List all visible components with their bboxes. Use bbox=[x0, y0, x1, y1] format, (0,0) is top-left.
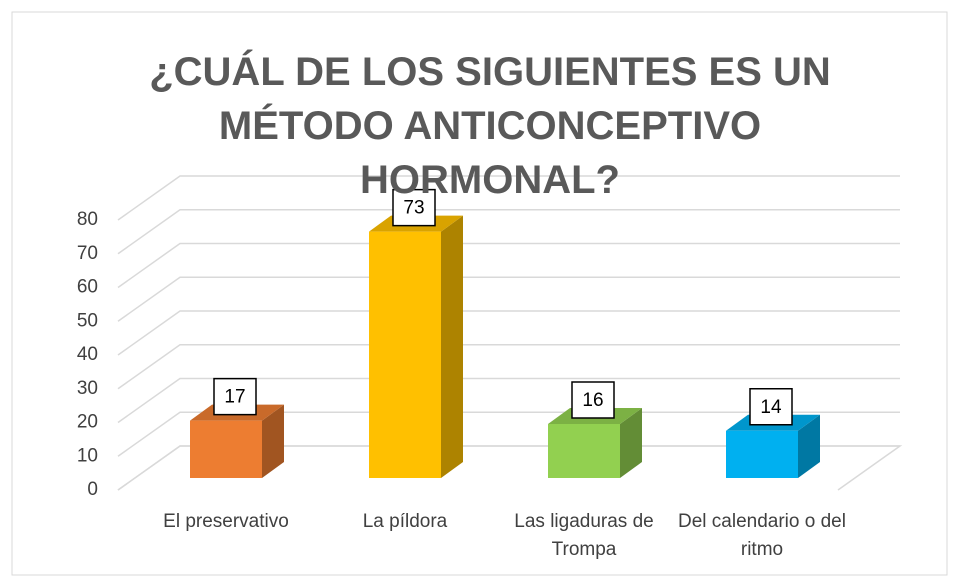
data-label: 17 bbox=[224, 387, 245, 408]
data-label: 16 bbox=[582, 390, 603, 411]
grid-line bbox=[117, 310, 900, 356]
chart-border bbox=[11, 11, 948, 576]
bar-side bbox=[262, 404, 284, 478]
bar-side bbox=[441, 215, 463, 478]
y-tick-label: 70 bbox=[77, 243, 98, 264]
y-tick-label: 80 bbox=[77, 209, 98, 230]
bar-side bbox=[620, 408, 642, 478]
bar bbox=[369, 231, 441, 478]
x-tick-label: La píldora bbox=[362, 511, 448, 532]
floor bbox=[117, 445, 903, 491]
data-label-box bbox=[213, 377, 257, 416]
y-tick-label: 0 bbox=[87, 479, 98, 500]
grid-line bbox=[117, 377, 900, 424]
grid-line bbox=[117, 175, 900, 221]
grid-line bbox=[117, 411, 900, 457]
y-tick-label: 40 bbox=[77, 344, 98, 365]
data-label: 73 bbox=[403, 198, 424, 219]
grid-line bbox=[117, 209, 900, 255]
bar bbox=[548, 424, 620, 478]
data-label-box bbox=[392, 188, 436, 227]
chart-title: ¿CUÁL DE LOS SIGUIENTES ES UN MÉTODO ANT… bbox=[149, 50, 831, 202]
y-tick-label: 60 bbox=[77, 277, 98, 298]
x-tick-label: El preservativo bbox=[163, 511, 289, 532]
y-tick-label: 30 bbox=[77, 378, 98, 399]
bar-side bbox=[798, 414, 820, 478]
y-tick-label: 20 bbox=[77, 412, 98, 433]
grid-line bbox=[117, 242, 900, 289]
x-tick-label: Del calendario o del ritmo bbox=[678, 511, 846, 560]
data-label-box bbox=[571, 381, 615, 419]
data-label: 14 bbox=[760, 397, 782, 418]
grid-line bbox=[117, 276, 900, 322]
grid-line bbox=[117, 344, 900, 390]
bar bbox=[190, 420, 262, 478]
data-label-box bbox=[749, 388, 793, 426]
bar bbox=[726, 430, 798, 478]
y-tick-label: 10 bbox=[77, 445, 98, 466]
x-tick-label: Las ligaduras de Trompa bbox=[514, 511, 654, 560]
y-tick-label: 50 bbox=[77, 310, 98, 331]
